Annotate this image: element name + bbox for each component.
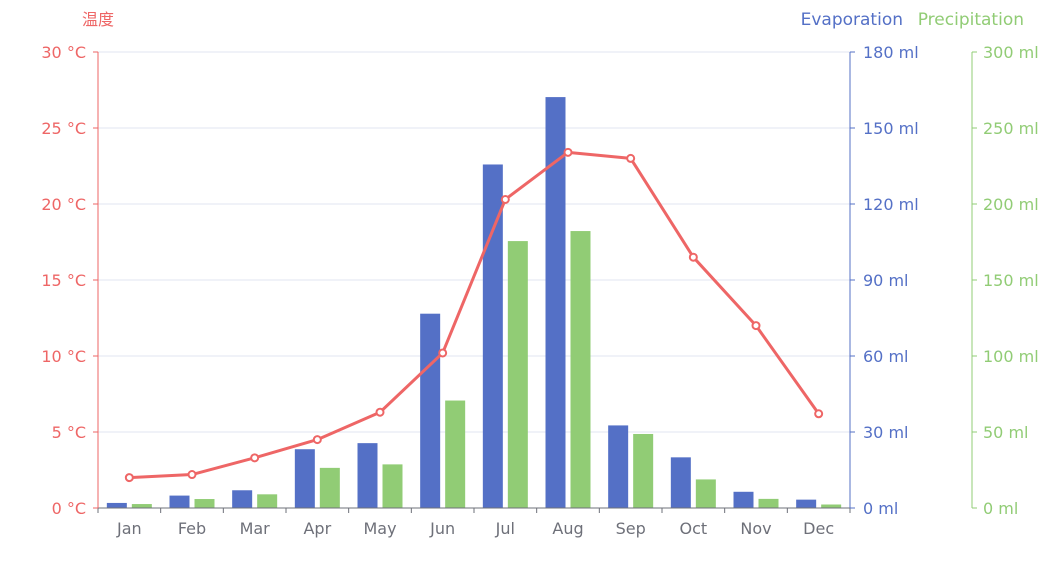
evaporation-bar[interactable] (670, 457, 691, 508)
x-tick-label: Nov (740, 519, 771, 538)
x-tick-label: Jan (116, 519, 142, 538)
precipitation-bar[interactable] (382, 464, 403, 508)
temperature-tick-label: 20 °C (41, 195, 86, 214)
evaporation-bar[interactable] (733, 491, 754, 508)
x-tick-label: Dec (803, 519, 834, 538)
evaporation-bar[interactable] (608, 425, 629, 508)
temperature-point[interactable] (375, 407, 385, 417)
evaporation-bar[interactable] (106, 502, 127, 508)
temperature-point[interactable] (312, 435, 322, 445)
x-tick-label: Feb (178, 519, 206, 538)
temperature-point[interactable] (250, 453, 260, 463)
evaporation-tick-label: 0 ml (863, 499, 898, 518)
evaporation-bar[interactable] (232, 490, 253, 508)
temperature-point[interactable] (563, 147, 573, 157)
evaporation-tick-label: 90 ml (863, 271, 908, 290)
evaporation-bar[interactable] (294, 449, 315, 508)
temperature-tick-label: 25 °C (41, 119, 86, 138)
precipitation-bar[interactable] (194, 499, 215, 508)
gridlines (98, 51, 850, 433)
precipitation-bar[interactable] (633, 433, 654, 508)
temperature-axis-title: 温度 (82, 10, 114, 29)
temperature-tick-label: 10 °C (41, 347, 86, 366)
precipitation-tick-label: 200 ml (983, 195, 1039, 214)
precipitation-bar[interactable] (570, 231, 591, 508)
precipitation-bar[interactable] (131, 504, 152, 508)
x-tick-label: Aug (552, 519, 583, 538)
x-tick-label: May (363, 519, 396, 538)
x-tick-label: Mar (240, 519, 271, 538)
precipitation-bar[interactable] (695, 479, 716, 508)
precipitation-tick-label: 250 ml (983, 119, 1039, 138)
x-tick-label: Apr (303, 519, 331, 538)
precipitation-tick-label: 150 ml (983, 271, 1039, 290)
axes-layer: Jan Feb Mar Apr May Jun Jul Aug Sep Oct Nov Dec 0 °C… (41, 10, 1038, 538)
temperature-tick-label: 0 °C (52, 499, 86, 518)
temperature-point[interactable] (187, 470, 197, 480)
line-series-layer (124, 147, 824, 483)
precipitation-tick-label: 100 ml (983, 347, 1039, 366)
precipitation-tick-label: 300 ml (983, 43, 1039, 62)
evaporation-bar[interactable] (482, 164, 503, 509)
temperature-point[interactable] (751, 321, 761, 331)
legend[interactable]: Evaporation Precipitation (801, 10, 1024, 30)
evaporation-tick-label: 150 ml (863, 119, 919, 138)
precipitation-bar[interactable] (319, 467, 340, 508)
temperature-point[interactable] (124, 473, 134, 483)
precipitation-bar[interactable] (445, 400, 466, 508)
precipitation-bar[interactable] (758, 498, 779, 508)
evaporation-bar[interactable] (169, 495, 190, 508)
precipitation-tick-label: 50 ml (983, 423, 1028, 442)
legend-item-evaporation[interactable]: Evaporation (801, 10, 903, 30)
precipitation-bar[interactable] (257, 494, 278, 508)
temperature-tick-label: 30 °C (41, 43, 86, 62)
bar-series-layer (106, 97, 842, 509)
temperature-point[interactable] (500, 194, 510, 204)
evaporation-bar[interactable] (796, 499, 817, 508)
evaporation-bar[interactable] (420, 313, 441, 508)
x-tick-label: Oct (679, 519, 707, 538)
precipitation-bar[interactable] (821, 504, 842, 508)
evaporation-tick-label: 30 ml (863, 423, 908, 442)
x-tick-label: Jun (429, 519, 455, 538)
precipitation-tick-label: 0 ml (983, 499, 1018, 518)
temperature-point[interactable] (814, 409, 824, 419)
precipitation-bar[interactable] (507, 241, 528, 508)
temperature-point[interactable] (438, 348, 448, 358)
legend-item-precipitation[interactable]: Precipitation (918, 10, 1024, 30)
temperature-line (129, 150, 820, 480)
evaporation-bar[interactable] (357, 443, 378, 508)
temperature-tick-label: 15 °C (41, 271, 86, 290)
evaporation-bar[interactable] (545, 97, 566, 509)
temperature-point[interactable] (688, 252, 698, 262)
x-tick-label: Sep (616, 519, 646, 538)
x-tick-label: Jul (495, 519, 515, 538)
temperature-point[interactable] (626, 153, 636, 163)
evaporation-tick-label: 180 ml (863, 43, 919, 62)
evaporation-tick-label: 60 ml (863, 347, 908, 366)
evaporation-tick-label: 120 ml (863, 195, 919, 214)
temperature-tick-label: 5 °C (52, 423, 86, 442)
